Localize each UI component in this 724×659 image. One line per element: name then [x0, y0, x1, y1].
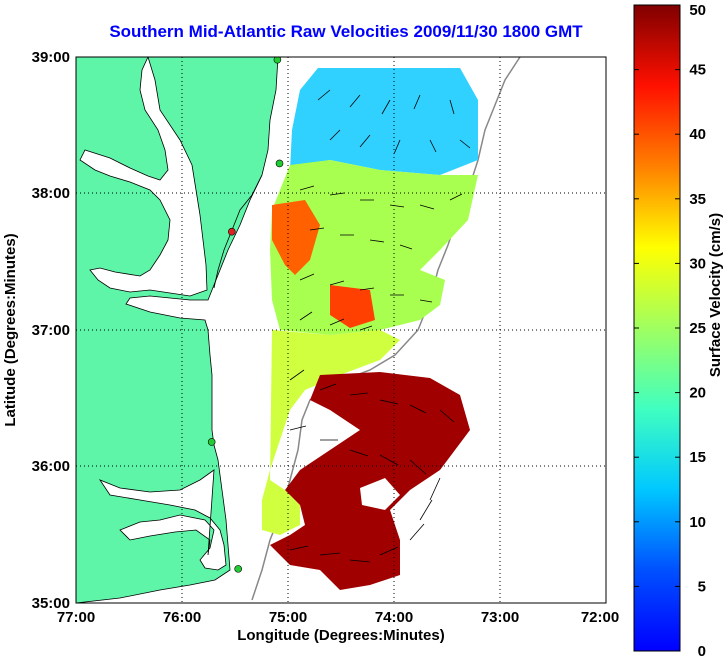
y-tick-label: 35:00	[32, 595, 70, 612]
x-tick-label: 75:00	[269, 609, 307, 626]
radar-station	[273, 57, 282, 64]
radar-station	[207, 438, 216, 446]
radar-station	[275, 159, 284, 168]
x-tick-label: 77:00	[57, 609, 95, 626]
colorbar-label: Surface Velocity (cm/s)	[707, 213, 724, 377]
velocity-patch-north-central	[270, 160, 478, 335]
y-tick-label: 38:00	[32, 185, 70, 202]
velocity-patch-red-west	[272, 200, 320, 275]
velocity-patch-south-green	[262, 330, 400, 535]
y-axis: 39:00 38:00 37:00 36:00 35:00	[32, 49, 70, 612]
x-tick-label: 73:00	[481, 609, 519, 626]
velocity-patch-gap	[360, 478, 400, 510]
x-tick-label: 72:00	[581, 609, 619, 626]
y-tick-label: 36:00	[32, 458, 70, 475]
x-tick-label: 76:00	[163, 609, 201, 626]
colorbar-tick-label: 0	[698, 643, 706, 659]
x-axis: 77:00 76:00 75:00 74:00 73:00 72:00	[57, 609, 619, 626]
radar-station	[228, 227, 236, 236]
vector-5	[289, 477, 441, 563]
y-tick-label: 39:00	[32, 49, 70, 66]
chart-title: Southern Mid-Atlantic Raw Velocities 200…	[109, 22, 583, 41]
velocity-field	[262, 68, 478, 590]
velocity-patch-north	[290, 68, 478, 175]
colorbar-tick-label: 10	[689, 514, 706, 531]
chesapeake-bay	[79, 57, 208, 297]
grid-lines	[76, 57, 606, 603]
vector-1	[317, 89, 471, 155]
velocity-patch-south-dark	[270, 372, 470, 590]
x-tick-label: 74:00	[375, 609, 413, 626]
colorbar-tick-label: 15	[689, 449, 706, 466]
vector-3	[299, 273, 433, 331]
colorbar-tick-label: 50	[689, 2, 706, 19]
velocity-vectors	[289, 89, 471, 563]
velocity-patch-red-mid	[330, 285, 375, 328]
vector-2	[299, 185, 463, 250]
colorbar-tick-label: 45	[689, 62, 706, 79]
colorbar-ticks: 0 5 10 15 20 25 30 35 40 45 50	[634, 2, 706, 659]
colorbar-tick-label: 25	[689, 320, 706, 337]
colorbar-tick-label: 20	[689, 385, 706, 402]
colorbar	[633, 4, 681, 652]
vector-4	[289, 369, 455, 475]
colorbar-tick-label: 40	[689, 126, 706, 143]
radar-stations	[207, 57, 284, 573]
pamlico-sound	[98, 469, 227, 571]
y-tick-label: 37:00	[32, 322, 70, 339]
radar-station	[234, 565, 242, 573]
colorbar-tick-label: 30	[689, 255, 706, 272]
x-axis-label: Longitude (Degrees:Minutes)	[237, 627, 445, 644]
plot-frame	[75, 56, 607, 604]
colorbar-tick-label: 5	[698, 578, 706, 595]
y-axis-label: Latitude (Degrees:Minutes)	[2, 233, 19, 426]
colorbar-tick-label: 35	[689, 191, 706, 208]
